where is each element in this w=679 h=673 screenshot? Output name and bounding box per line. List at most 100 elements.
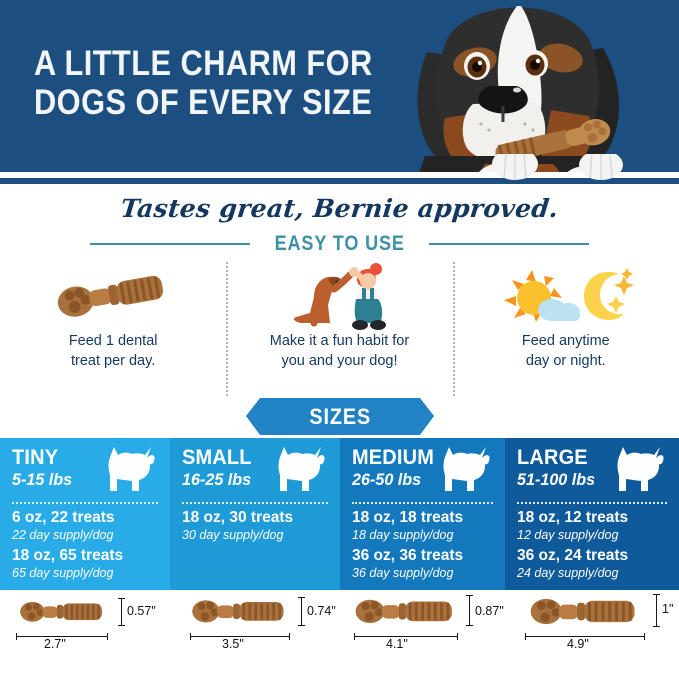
size-header: SMALL 16-25 lbs: [182, 447, 340, 499]
dental-treat-icon: [20, 601, 102, 622]
dog-silhouette-icon: [108, 447, 155, 491]
pack-supply: 12 day supply/dog: [517, 527, 619, 542]
feature-item: Feed 1 dental treat per day.: [0, 258, 226, 398]
feature-caption-line-2: day or night.: [525, 352, 606, 369]
height-label: 0.74": [307, 604, 336, 618]
pack-size: 18 oz, 65 treats: [12, 547, 124, 565]
height-measure-bar: [466, 595, 473, 626]
dog-paw-left-icon: [492, 154, 538, 180]
size-weight-range: 51-100 lbs: [517, 470, 596, 489]
size-name: MEDIUM: [352, 446, 435, 469]
dog-silhouette-icon: [617, 447, 664, 491]
feature-caption-line-1: Make it a fun habit for: [269, 333, 410, 349]
sizes-banner: SIZES: [246, 398, 434, 435]
size-name: TINY: [12, 446, 59, 469]
height-label: 1": [662, 602, 674, 616]
size-column-tiny: TINY 5-15 lbs 6 oz, 22 treats 22 day sup…: [0, 438, 170, 590]
feature-caption-line-2: treat per day.: [70, 352, 156, 369]
pack-size: 36 oz, 36 treats: [352, 547, 464, 565]
width-label: 4.9": [567, 637, 589, 651]
feature-caption: Feed anytime day or night.: [522, 332, 610, 371]
page-title: A LITTLE CHARM FOR DOGS OF EVERY SIZE: [34, 44, 404, 122]
dog-silhouette-icon: [278, 447, 325, 491]
dimension-cell-medium: 4.1" 0.87": [340, 590, 505, 653]
dental-treat-icon: [192, 600, 284, 623]
person-high-fiving-dog-icon: [284, 258, 394, 330]
sun-cloud-moon-stars-icon: [496, 258, 636, 330]
size-column-large: LARGE 51-100 lbs 18 oz, 12 treats 12 day…: [505, 438, 679, 590]
dimension-cell-large: 4.9" 1": [505, 590, 679, 653]
pack-entry: 36 oz, 36 treats 36 day supply/dog: [352, 547, 505, 581]
feature-item: Feed anytime day or night.: [452, 258, 679, 398]
dental-treat-icon: [530, 598, 635, 625]
dog-silhouette-icon: [443, 447, 490, 491]
width-label: 2.7": [44, 637, 66, 651]
height-measure-bar: [653, 594, 660, 627]
feature-caption-line-1: Feed 1 dental: [68, 333, 158, 349]
size-weight-range: 16-25 lbs: [182, 470, 252, 489]
width-measure-bar: [525, 633, 645, 640]
size-header: LARGE 51-100 lbs: [517, 447, 679, 499]
height-label: 0.87": [475, 604, 504, 618]
width-measure-bar: [16, 633, 108, 640]
size-column-small: SMALL 16-25 lbs 18 oz, 30 treats 30 day …: [170, 438, 340, 590]
pack-supply: 30 day supply/dog: [182, 527, 284, 542]
header-banner: A LITTLE CHARM FOR DOGS OF EVERY SIZE: [0, 0, 679, 172]
size-weight-range: 5-15 lbs: [12, 470, 73, 489]
dimensions-row: 2.7" 0.57": [0, 590, 679, 653]
height-measure-bar: [298, 597, 305, 626]
easy-to-use-label: EASY TO USE: [274, 232, 405, 255]
sizes-table: TINY 5-15 lbs 6 oz, 22 treats 22 day sup…: [0, 438, 679, 590]
easy-to-use-heading: EASY TO USE: [0, 232, 679, 256]
divider-right: [429, 243, 590, 245]
title-line-1: A LITTLE CHARM FOR: [34, 44, 373, 83]
width-label: 4.1": [386, 637, 408, 651]
pack-size: 18 oz, 12 treats: [517, 509, 629, 526]
pack-supply: 18 day supply/dog: [352, 527, 454, 542]
dimension-cell-small: 3.5" 0.74": [170, 590, 340, 653]
feature-item: Make it a fun habit for you and your dog…: [226, 258, 452, 398]
pack-entry: 18 oz, 12 treats 12 day supply/dog: [517, 509, 679, 543]
feature-caption: Feed 1 dental treat per day.: [69, 332, 158, 371]
tagline-script: Tastes great, Bernie approved.: [119, 194, 560, 223]
sizes-banner-section: SIZES: [0, 398, 679, 438]
pack-size: 18 oz, 18 treats: [352, 509, 464, 526]
pack-size: 18 oz, 30 treats: [182, 509, 294, 526]
pack-size: 36 oz, 24 treats: [517, 547, 629, 565]
feature-caption-line-1: Feed anytime: [521, 333, 610, 349]
bernese-mountain-dog-icon: [417, 6, 622, 172]
size-name: SMALL: [182, 446, 252, 469]
pack-entry: 18 oz, 18 treats 18 day supply/dog: [352, 509, 505, 543]
size-divider: [182, 502, 328, 504]
dental-treat-icon: [53, 258, 173, 330]
features-section: Feed 1 dental treat per day.: [0, 258, 679, 398]
size-column-medium: MEDIUM 26-50 lbs 18 oz, 18 treats 18 day…: [340, 438, 505, 590]
header-divider-line: [0, 178, 679, 184]
divider-left: [89, 243, 250, 245]
dental-treat-icon: [355, 599, 452, 624]
dog-paw-right-icon: [579, 154, 623, 180]
pack-entry: 36 oz, 24 treats 24 day supply/dog: [517, 547, 679, 581]
pack-entry: 6 oz, 22 treats 22 day supply/dog: [12, 509, 170, 543]
tagline-section: Tastes great, Bernie approved. EASY TO U…: [0, 186, 679, 258]
sizes-banner-label: SIZES: [309, 403, 371, 429]
feature-caption-line-2: you and your dog!: [281, 352, 398, 369]
height-label: 0.57": [127, 604, 156, 618]
height-measure-bar: [118, 598, 125, 626]
pack-supply: 36 day supply/dog: [352, 565, 454, 580]
pack-entry: 18 oz, 30 treats 30 day supply/dog: [182, 509, 340, 543]
size-header: MEDIUM 26-50 lbs: [352, 447, 505, 499]
pack-size: 6 oz, 22 treats: [12, 509, 115, 526]
pack-supply: 24 day supply/dog: [517, 565, 619, 580]
size-divider: [12, 502, 158, 504]
size-weight-range: 26-50 lbs: [352, 470, 422, 489]
title-line-2: DOGS OF EVERY SIZE: [34, 83, 373, 123]
width-label: 3.5": [222, 637, 244, 651]
pack-entry: 18 oz, 65 treats 65 day supply/dog: [12, 547, 170, 581]
size-name: LARGE: [517, 446, 588, 469]
width-measure-bar: [190, 633, 290, 640]
pack-supply: 22 day supply/dog: [12, 527, 114, 542]
size-header: TINY 5-15 lbs: [12, 447, 170, 499]
pack-supply: 65 day supply/dog: [12, 565, 114, 580]
